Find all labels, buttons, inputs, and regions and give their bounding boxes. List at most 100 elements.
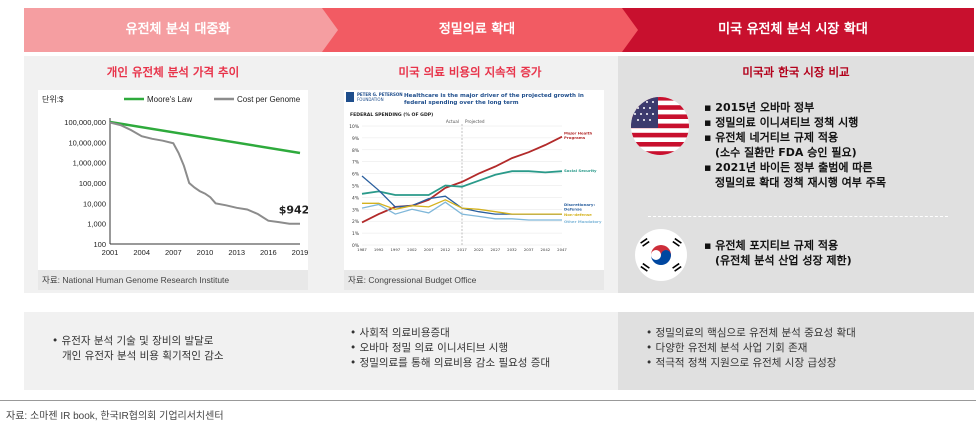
y-tick-label: 6%	[352, 172, 359, 178]
chart-subtitle: FEDERAL SPENDING (% OF GDP)	[350, 112, 433, 118]
chart-card-federal-spending: PETER G. PETERSON FOUNDATION Healthcare is…	[344, 90, 604, 290]
series-end-label: Defense	[564, 207, 582, 212]
list-item: • 적극적 정책 지원으로 유전체 시장 급성장	[646, 357, 837, 369]
x-tick-label: 2017	[457, 247, 467, 252]
list-item: • 정밀의료의 핵심으로 유전체 분석 중요성 확대	[646, 327, 856, 339]
us-bullets: ▪ 2015년 오바마 정부 ▪ 정밀의료 이니셔티브 정책 시행 ▪ 유전체 …	[704, 100, 886, 190]
chart-genome-cost: 단위:$ Moore's Law Cost per Genome 100,000,00…	[42, 94, 309, 257]
y-tick-label: 100,000,000	[64, 118, 106, 127]
panel-subtitle: 미국 의료 비용의 지속적 증가	[398, 65, 542, 79]
x-tick-label: 2042	[540, 247, 550, 252]
x-tick-label: 2002	[407, 247, 417, 252]
y-tick-label: 10,000	[83, 199, 106, 208]
header-popularization: 유전체 분석 대중화	[24, 8, 342, 52]
y-tick-label: 0%	[352, 243, 359, 249]
series-line-moores-law	[109, 120, 301, 155]
panel-subtitle: 미국과 한국 시장 비교	[742, 65, 850, 79]
chart-title: federal spending over the long term	[404, 100, 519, 106]
x-tick-label: 2001	[102, 248, 119, 257]
chart-source: 자료: National Human Genome Research Insti…	[38, 270, 308, 290]
list-item: ▪ 유전체 네거티브 규제 적용	[704, 131, 839, 144]
header-label: 정밀의료 확대	[438, 22, 516, 37]
list-item: • 정밀의료를 통해 의료비용 감소 필요성 증대	[350, 357, 551, 369]
list-item: ▪ 2015년 오바마 정부	[704, 101, 815, 114]
series-end-label: Programs	[564, 135, 586, 140]
panel-genome-cost: 개인 유전체 분석 가격 추이 단위:$ Moore's Law Cost per …	[24, 56, 322, 293]
list-item: 개인 유전자 분석 비용 획기적인 감소	[62, 350, 224, 362]
foundation-name: PETER G. PETERSON	[357, 92, 403, 97]
footnote: 자료: 소마젠 IR book, 한국IR협의회 기업리서치센터	[6, 411, 224, 422]
list-item: ▪ 유전체 포지티브 규제 적용	[704, 239, 839, 252]
header-label: 유전체 분석 대중화	[125, 22, 231, 37]
x-tick-label: 2032	[507, 247, 517, 252]
list-item: • 다양한 유전체 분석 사업 기회 존재	[646, 342, 808, 354]
foundation-name: FOUNDATION	[357, 97, 384, 102]
phase-label: Projected	[465, 119, 485, 124]
x-tick-label: 2047	[557, 247, 567, 252]
y-tick-label: 8%	[352, 148, 359, 154]
list-item: (소수 질환만 FDA 승인 필요)	[715, 146, 857, 159]
y-tick-label: 1%	[352, 231, 359, 237]
unit-label: 단위:$	[42, 94, 64, 104]
header-precision-medicine: 정밀의료 확대	[322, 8, 642, 52]
y-tick-label: 100,000	[79, 179, 106, 188]
series-line-3	[362, 199, 562, 215]
series-end-label: Social Security	[564, 168, 597, 173]
x-tick-label: 2007	[165, 248, 182, 257]
korea-flag-icon	[635, 229, 687, 281]
panel-subtitle: 개인 유전체 분석 가격 추이	[106, 65, 240, 79]
x-tick-label: 2037	[524, 247, 534, 252]
legend-label: Moore's Law	[147, 95, 192, 104]
y-tick-label: 2%	[352, 219, 359, 225]
x-tick-label: 2004	[133, 248, 150, 257]
x-tick-label: 1987	[357, 247, 367, 252]
korea-bullets: ▪ 유전체 포지티브 규제 적용 (유전체 분석 산업 성장 제한)	[704, 238, 852, 268]
list-item: • 유전자 분석 기술 및 장비의 발달로	[52, 335, 214, 347]
x-tick-label: 2010	[197, 248, 214, 257]
series-end-label: Non-defense	[564, 212, 592, 217]
y-tick-label: 1,000	[87, 220, 106, 229]
y-tick-label: 100	[93, 240, 106, 249]
x-tick-label: 2022	[474, 247, 484, 252]
chart-title: Healthcare is the major driver of the pr…	[404, 93, 584, 99]
panel-healthcare-spending: 미국 의료 비용의 지속적 증가 PETER G. PETERSON FOUNDA…	[322, 56, 618, 293]
y-tick-label: 5%	[352, 184, 359, 190]
x-tick-label: 2013	[228, 248, 245, 257]
y-tick-label: 3%	[352, 207, 359, 213]
y-tick-label: 10,000,000	[68, 138, 106, 147]
x-tick-label: 2012	[440, 247, 450, 252]
chart-card-genome-cost: 단위:$ Moore's Law Cost per Genome 100,000,00…	[38, 90, 309, 290]
list-item: • 오바마 정밀 의료 이니셔티브 시행	[350, 342, 509, 354]
chart-source: 자료: Congressional Budget Office	[344, 270, 604, 290]
series-end-label: Major Health	[564, 131, 592, 136]
summary-precision-medicine: • 사회적 의료비용증대 • 오바마 정밀 의료 이니셔티브 시행 • 정밀의료…	[322, 312, 618, 390]
panel-market-comparison: 미국과 한국 시장 비교 ▪ 2015년 오바마 정부 ▪ 정밀의료 이니셔티브…	[618, 56, 974, 293]
y-tick-label: 4%	[352, 195, 359, 201]
foundation-logo-icon	[346, 92, 354, 102]
list-item: ▪ 정밀의료 이니셔티브 정책 시행	[704, 116, 859, 129]
x-tick-label: 2019	[292, 248, 308, 257]
y-tick-label: 9%	[352, 136, 359, 142]
footnote-rule	[0, 400, 976, 401]
data-label: $942	[279, 204, 308, 217]
x-tick-label: 2027	[490, 247, 500, 252]
x-tick-label: 1997	[390, 247, 400, 252]
y-tick-label: 7%	[352, 160, 359, 166]
header-us-market: 미국 유전체 분석 시장 확대	[622, 8, 974, 52]
list-item: (유전체 분석 산업 성장 제한)	[715, 254, 852, 267]
x-tick-label: 2007	[424, 247, 434, 252]
x-tick-label: 2016	[260, 248, 277, 257]
y-tick-label: 1,000,000	[73, 159, 106, 168]
us-flag-icon	[631, 97, 689, 155]
list-item: • 사회적 의료비용증대	[350, 327, 450, 339]
divider	[648, 216, 948, 217]
summary-us-market: • 정밀의료의 핵심으로 유전체 분석 중요성 확대 • 다양한 유전체 분석 …	[618, 312, 974, 390]
x-tick-label: 1992	[374, 247, 384, 252]
list-item: 정밀의료 확대 정책 재시행 여부 주목	[715, 176, 886, 189]
series-end-label: Other Mandatory	[564, 219, 602, 224]
series-line-4	[361, 201, 562, 221]
phase-label: Actual	[446, 119, 459, 124]
series-end-label: Discretionary:	[564, 202, 595, 207]
legend-label: Cost per Genome	[237, 95, 301, 104]
